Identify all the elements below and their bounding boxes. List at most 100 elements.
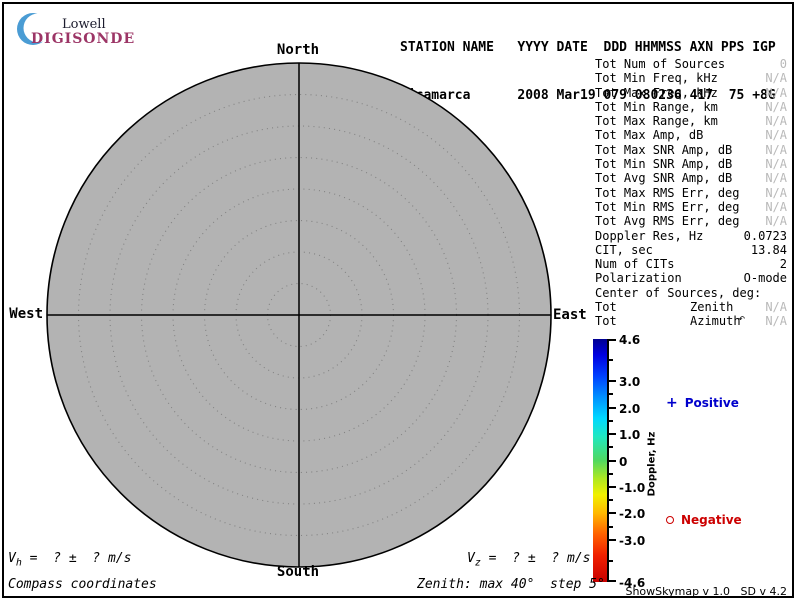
stat-row: Tot Azimuth N/A xyxy=(595,314,787,328)
zenith-range-note: Zenith: max 40° step 5° xyxy=(417,577,605,592)
colorbar-tick-label: 2.0 xyxy=(619,401,641,416)
legend-positive-label: Positive xyxy=(684,396,739,410)
logo-digisonde-text: DIGISONDE xyxy=(31,31,136,47)
stat-row: Tot Min Freq, kHz N/A xyxy=(595,71,787,85)
stat-label: Tot Max SNR Amp, dB xyxy=(595,142,733,157)
stat-label: Tot Max RMS Err, deg xyxy=(595,185,740,200)
colorbar-tick-label: -4.6 xyxy=(619,576,646,590)
colorbar-minor-tick xyxy=(609,359,613,362)
colorbar-tick-label: 4.6 xyxy=(619,333,641,347)
stat-label: Tot xyxy=(595,300,617,315)
stat-label: Tot Min RMS Err, deg xyxy=(595,199,740,214)
stat-row: Tot Max Freq, kHz N/A xyxy=(595,86,787,100)
colorbar-minor-tick xyxy=(609,559,613,562)
stat-value: N/A xyxy=(765,314,787,329)
stat-label: Tot Min Freq, kHz xyxy=(595,71,718,86)
legend-positive: + Positive xyxy=(666,396,739,410)
stats-panel: Tot Num of Sources 0 Tot Min Freq, kHz N/A T… xyxy=(595,57,787,329)
stat-value: 13.84 xyxy=(750,242,787,257)
colorbar-minor-tick xyxy=(609,393,613,396)
legend-negative-label: Negative xyxy=(681,513,742,527)
stat-value: 0.0723 xyxy=(743,228,787,243)
stat-label: CIT, sec xyxy=(595,242,653,257)
stat-label: Tot Max Freq, kHz xyxy=(595,85,718,100)
legend-negative: Negative xyxy=(666,513,742,527)
stat-value: N/A xyxy=(765,85,787,100)
colorbar-tick-label: -2.0 xyxy=(619,507,646,522)
stat-row: Tot Min SNR Amp, dB N/A xyxy=(595,157,787,171)
stat-row: Tot Max RMS Err, deg N/A xyxy=(595,186,787,200)
stat-value: N/A xyxy=(765,114,787,129)
colorbar-major-tick xyxy=(609,538,616,541)
stat-row: Center of Sources, deg: xyxy=(595,286,787,300)
compass-label-north: North xyxy=(276,42,320,58)
stat-label: Center of Sources, deg: xyxy=(595,285,762,300)
colorbar-major-tick xyxy=(609,512,616,515)
version-text: ShowSkymap v 1.0 SD v 4.2 xyxy=(625,585,787,598)
coordinates-note: Compass coordinates xyxy=(8,577,157,592)
colorbar-major-tick xyxy=(609,580,616,582)
stat-row: Tot Min Range, km N/A xyxy=(595,100,787,114)
stat-row: Tot Max SNR Amp, dB N/A xyxy=(595,143,787,157)
horizontal-velocity-readout: Vh = ? ± ? m/s xyxy=(8,551,132,569)
station-header: STATION NAME YYYY DATE DDD HHMMSS AXN PP… xyxy=(400,8,776,136)
colorbar-tick-label: 3.0 xyxy=(619,375,641,390)
stat-label: Tot Avg RMS Err, deg xyxy=(595,214,740,229)
colorbar-tick-label: -3.0 xyxy=(619,533,646,548)
stat-value: N/A xyxy=(765,71,787,86)
stat-value: N/A xyxy=(765,142,787,157)
stat-row: Num of CITs 2 xyxy=(595,257,787,271)
colorbar-major-tick xyxy=(609,485,616,488)
stat-label: Tot Min SNR Amp, dB xyxy=(595,157,733,172)
stat-row: Doppler Res, Hz 0.0723 xyxy=(595,229,787,243)
stat-row: Tot Zenith N/A xyxy=(595,300,787,314)
stat-row: Tot Max Range, km N/A xyxy=(595,114,787,128)
cursor-arrow-icon: ↶ xyxy=(738,311,746,325)
colorbar-minor-tick xyxy=(609,419,613,422)
colorbar-major-tick xyxy=(609,459,616,462)
compass-label-west: West xyxy=(9,306,43,322)
stat-row: Polarization O-mode xyxy=(595,271,787,285)
stat-row: Tot Avg SNR Amp, dB N/A xyxy=(595,171,787,185)
header-columns-row: STATION NAME YYYY DATE DDD HHMMSS AXN PP… xyxy=(400,40,776,55)
stat-label: Tot Num of Sources xyxy=(595,57,726,71)
compass-label-east: East xyxy=(553,307,587,323)
colorbar-minor-tick xyxy=(609,499,613,502)
stat-sublabel: Azimuth xyxy=(690,314,741,329)
stat-label: Tot Max Range, km xyxy=(595,114,718,129)
colorbar-minor-tick xyxy=(609,525,613,528)
stat-value: N/A xyxy=(765,199,787,214)
stat-row: Tot Avg RMS Err, deg N/A xyxy=(595,214,787,228)
stat-value: N/A xyxy=(765,157,787,172)
stat-row: Tot Min RMS Err, deg N/A xyxy=(595,200,787,214)
stat-label: Num of CITs xyxy=(595,257,675,272)
logo-lowell-text: Lowell xyxy=(62,17,106,32)
colorbar-major-tick xyxy=(609,433,616,436)
stat-row: Tot Num of Sources 0 xyxy=(595,57,787,71)
stat-row: CIT, sec 13.84 xyxy=(595,243,787,257)
stat-value: N/A xyxy=(765,185,787,200)
colorbar-tick-label: 0 xyxy=(619,454,628,469)
stat-value: 0 xyxy=(779,57,787,71)
stat-value: 2 xyxy=(779,257,787,272)
colorbar-major-tick xyxy=(609,380,616,383)
skymap-polar-plot xyxy=(46,62,552,568)
stat-label: Tot Min Range, km xyxy=(595,99,718,114)
colorbar-axis-label: Doppler, Hz xyxy=(646,431,658,497)
colorbar-minor-tick xyxy=(609,472,613,475)
stat-value: N/A xyxy=(765,300,787,315)
colorbar-minor-tick xyxy=(609,446,613,449)
stat-label: Tot Avg SNR Amp, dB xyxy=(595,171,733,186)
compass-label-south: South xyxy=(276,564,320,580)
stat-label: Tot Max Amp, dB xyxy=(595,128,704,143)
stat-label: Polarization xyxy=(595,271,682,286)
stat-value: N/A xyxy=(765,171,787,186)
colorbar-major-tick xyxy=(609,339,616,341)
stat-sublabel: Zenith xyxy=(690,300,734,315)
doppler-colorbar: 4.6 3.0 2.0 1.0 0 -1.0 -2.0 -3.0 -4.6 xyxy=(593,333,645,590)
colorbar-major-tick xyxy=(609,406,616,409)
stat-value: N/A xyxy=(765,214,787,229)
colorbar-tick-label: 1.0 xyxy=(619,428,641,443)
crescent-moon-icon xyxy=(17,13,53,45)
